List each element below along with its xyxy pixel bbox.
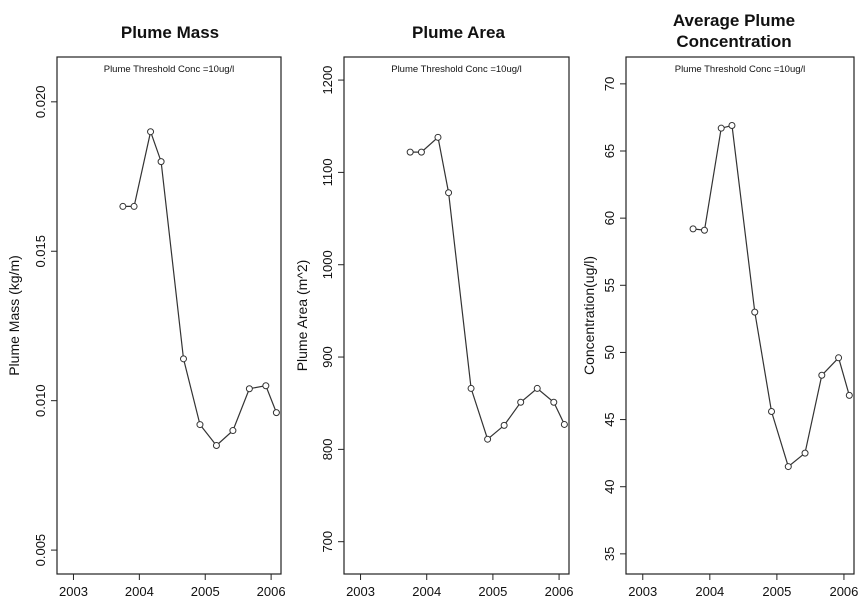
y-tick-label: 1200 — [320, 66, 335, 95]
y-tick-label: 40 — [602, 479, 617, 493]
data-point — [717, 124, 725, 132]
data-point — [212, 441, 220, 449]
y-tick-label: 900 — [320, 346, 335, 368]
y-tick-label: 800 — [320, 439, 335, 461]
data-point — [517, 398, 525, 406]
series-line — [122, 129, 277, 447]
plume-area-panel: Plume Area Plume Threshold Conc =10ug/l 2… — [288, 0, 577, 600]
data-point — [560, 420, 568, 428]
y-tick-label: 55 — [602, 278, 617, 292]
y-axis-label: Plume Area (m^2) — [294, 260, 310, 372]
chart-title: Plume Area — [412, 23, 505, 42]
y-axis-label: Concentration(ug/l) — [581, 256, 597, 375]
threshold-annotation: Plume Threshold Conc =10ug/l — [675, 64, 806, 75]
x-tick-label: 2003 — [628, 584, 657, 599]
data-point — [196, 421, 204, 429]
y-tick-label: 0.020 — [33, 86, 48, 119]
y-axis-label: Plume Mass (kg/m) — [6, 255, 22, 376]
data-point — [157, 158, 165, 166]
x-tick-label: 2005 — [762, 584, 791, 599]
x-tick-label: 2004 — [125, 584, 154, 599]
data-point — [147, 128, 155, 136]
average-concentration-panel: Average Plume Concentration Plume Thresh… — [577, 0, 866, 600]
plume-area-chart: Plume Threshold Conc =10ug/l 2003 2004 2005… — [294, 56, 574, 599]
data-point — [434, 133, 442, 141]
chart-title: Plume Mass — [120, 23, 220, 42]
plot-frame — [625, 56, 855, 575]
data-point — [689, 225, 697, 233]
data-point — [417, 148, 425, 156]
y-tick-label: 65 — [602, 144, 617, 158]
data-point — [406, 148, 414, 156]
data-point — [484, 435, 492, 443]
y-tick-label: 70 — [602, 77, 617, 91]
data-point — [130, 202, 138, 210]
plot-frame — [343, 56, 570, 575]
y-tick-label: 0.005 — [33, 534, 48, 567]
data-point — [179, 355, 187, 363]
data-point — [245, 385, 253, 393]
y-tick-label: 35 — [602, 547, 617, 561]
y-tick-label: 1000 — [320, 250, 335, 279]
x-tick-label: 2003 — [59, 584, 88, 599]
threshold-annotation: Plume Threshold Conc =10ug/l — [104, 64, 235, 75]
plot-frame — [56, 56, 282, 575]
data-point — [272, 409, 280, 417]
data-point — [467, 384, 475, 392]
data-point — [818, 371, 826, 379]
series-line — [693, 124, 850, 468]
data-point — [784, 463, 792, 471]
x-tick-label: 2004 — [695, 584, 724, 599]
data-point — [728, 121, 736, 129]
x-tick-label: 2006 — [829, 584, 858, 599]
data-point — [262, 382, 270, 390]
x-tick-label: 2005 — [191, 584, 220, 599]
data-point — [533, 384, 541, 392]
chart-title: Average Plume Concentration — [672, 11, 796, 51]
data-point — [768, 408, 776, 416]
data-point — [229, 427, 237, 435]
x-tick-label: 2006 — [257, 584, 286, 599]
data-point — [119, 202, 127, 210]
threshold-annotation: Plume Threshold Conc =10ug/l — [391, 64, 522, 75]
y-tick-label: 60 — [602, 211, 617, 225]
data-point — [445, 189, 453, 197]
plume-mass-panel: Plume Mass Plume Threshold Conc =10ug/l 2… — [0, 0, 288, 600]
data-point — [751, 308, 759, 316]
data-point — [500, 421, 508, 429]
y-tick-label: 700 — [320, 531, 335, 553]
data-point — [801, 449, 809, 457]
y-tick-label: 50 — [602, 345, 617, 359]
series-line — [410, 136, 565, 441]
y-tick-label: 0.015 — [33, 235, 48, 268]
data-point — [700, 226, 708, 234]
x-tick-label: 2006 — [545, 584, 574, 599]
x-tick-label: 2003 — [346, 584, 375, 599]
y-tick-label: 0.010 — [33, 384, 48, 417]
data-point — [835, 354, 843, 362]
y-tick-label: 1100 — [320, 158, 335, 186]
data-point — [550, 398, 558, 406]
x-tick-label: 2004 — [412, 584, 441, 599]
plume-mass-chart: Plume Threshold Conc =10ug/l 2003 2004 2005… — [6, 56, 286, 599]
y-tick-label: 45 — [602, 412, 617, 426]
data-point — [845, 391, 853, 399]
x-tick-label: 2005 — [478, 584, 507, 599]
average-concentration-chart: Plume Threshold Conc =10ug/l 2003 2004 2005… — [581, 56, 858, 599]
